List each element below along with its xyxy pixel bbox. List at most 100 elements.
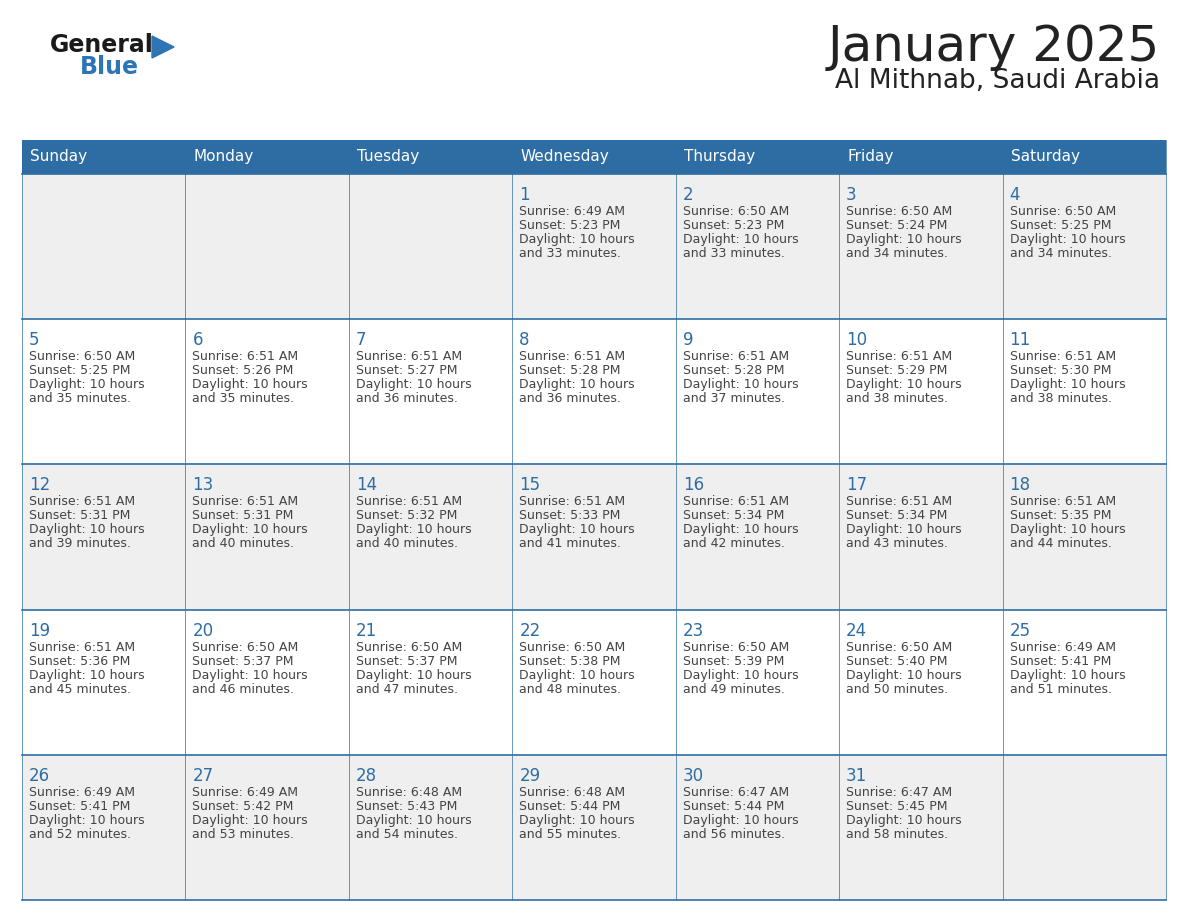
Text: and 34 minutes.: and 34 minutes. [846,247,948,260]
Text: Daylight: 10 hours: Daylight: 10 hours [1010,523,1125,536]
Text: General: General [50,33,154,57]
Text: and 46 minutes.: and 46 minutes. [192,683,295,696]
Text: Daylight: 10 hours: Daylight: 10 hours [519,378,634,391]
Text: Sunset: 5:36 PM: Sunset: 5:36 PM [29,655,131,667]
Text: Sunrise: 6:51 AM: Sunrise: 6:51 AM [519,496,625,509]
Text: Daylight: 10 hours: Daylight: 10 hours [29,813,145,827]
Text: Sunrise: 6:51 AM: Sunrise: 6:51 AM [1010,496,1116,509]
Text: Sunset: 5:26 PM: Sunset: 5:26 PM [192,364,293,377]
Text: 16: 16 [683,476,703,495]
Text: and 40 minutes.: and 40 minutes. [356,537,457,551]
Text: 29: 29 [519,767,541,785]
Text: Sunrise: 6:51 AM: Sunrise: 6:51 AM [356,350,462,364]
Text: and 40 minutes.: and 40 minutes. [192,537,295,551]
Text: Daylight: 10 hours: Daylight: 10 hours [29,523,145,536]
Text: Sunset: 5:28 PM: Sunset: 5:28 PM [683,364,784,377]
Text: Daylight: 10 hours: Daylight: 10 hours [519,813,634,827]
Text: Sunrise: 6:51 AM: Sunrise: 6:51 AM [519,350,625,364]
Text: Sunrise: 6:51 AM: Sunrise: 6:51 AM [192,350,298,364]
Text: Sunrise: 6:48 AM: Sunrise: 6:48 AM [356,786,462,799]
Text: Sunday: Sunday [30,150,87,164]
Text: Sunset: 5:24 PM: Sunset: 5:24 PM [846,219,948,232]
Text: Sunrise: 6:51 AM: Sunrise: 6:51 AM [192,496,298,509]
Text: 5: 5 [29,331,39,349]
Text: Daylight: 10 hours: Daylight: 10 hours [356,523,472,536]
Text: Sunset: 5:34 PM: Sunset: 5:34 PM [846,509,948,522]
Text: Daylight: 10 hours: Daylight: 10 hours [683,668,798,681]
Text: Sunrise: 6:51 AM: Sunrise: 6:51 AM [846,496,953,509]
Text: 25: 25 [1010,621,1031,640]
Text: Wednesday: Wednesday [520,150,609,164]
Text: and 49 minutes.: and 49 minutes. [683,683,784,696]
Text: Daylight: 10 hours: Daylight: 10 hours [29,668,145,681]
Text: Sunset: 5:27 PM: Sunset: 5:27 PM [356,364,457,377]
Text: and 48 minutes.: and 48 minutes. [519,683,621,696]
Text: and 39 minutes.: and 39 minutes. [29,537,131,551]
Text: Sunrise: 6:50 AM: Sunrise: 6:50 AM [683,205,789,218]
Text: and 35 minutes.: and 35 minutes. [192,392,295,405]
Text: Daylight: 10 hours: Daylight: 10 hours [519,668,634,681]
Text: Al Mithnab, Saudi Arabia: Al Mithnab, Saudi Arabia [835,68,1159,94]
Text: 6: 6 [192,331,203,349]
Text: 15: 15 [519,476,541,495]
Text: 20: 20 [192,621,214,640]
Text: Sunset: 5:34 PM: Sunset: 5:34 PM [683,509,784,522]
Text: Sunrise: 6:49 AM: Sunrise: 6:49 AM [519,205,625,218]
Text: and 33 minutes.: and 33 minutes. [683,247,784,260]
Text: Sunrise: 6:50 AM: Sunrise: 6:50 AM [192,641,298,654]
Text: 9: 9 [683,331,694,349]
Text: Daylight: 10 hours: Daylight: 10 hours [519,233,634,246]
Text: 27: 27 [192,767,214,785]
Text: Daylight: 10 hours: Daylight: 10 hours [683,378,798,391]
Text: Sunrise: 6:50 AM: Sunrise: 6:50 AM [519,641,626,654]
Bar [23,755,1165,900]
Text: Sunset: 5:35 PM: Sunset: 5:35 PM [1010,509,1111,522]
Text: Sunrise: 6:50 AM: Sunrise: 6:50 AM [29,350,135,364]
Text: and 34 minutes.: and 34 minutes. [1010,247,1112,260]
Text: Daylight: 10 hours: Daylight: 10 hours [192,378,308,391]
Text: 22: 22 [519,621,541,640]
Text: Daylight: 10 hours: Daylight: 10 hours [192,523,308,536]
Text: Sunrise: 6:50 AM: Sunrise: 6:50 AM [356,641,462,654]
Text: 4: 4 [1010,186,1020,204]
Text: Sunset: 5:45 PM: Sunset: 5:45 PM [846,800,948,812]
Text: Sunset: 5:33 PM: Sunset: 5:33 PM [519,509,620,522]
Text: and 42 minutes.: and 42 minutes. [683,537,784,551]
Text: 23: 23 [683,621,704,640]
Text: Sunset: 5:31 PM: Sunset: 5:31 PM [29,509,131,522]
Text: Sunset: 5:32 PM: Sunset: 5:32 PM [356,509,457,522]
Bar [23,140,1165,174]
Text: Sunset: 5:44 PM: Sunset: 5:44 PM [683,800,784,812]
Bar [23,174,1165,319]
Text: 1: 1 [519,186,530,204]
Text: Sunset: 5:25 PM: Sunset: 5:25 PM [29,364,131,377]
Text: Daylight: 10 hours: Daylight: 10 hours [683,813,798,827]
Text: Sunrise: 6:49 AM: Sunrise: 6:49 AM [192,786,298,799]
Text: Daylight: 10 hours: Daylight: 10 hours [846,523,962,536]
Bar [23,465,1165,610]
Text: Sunrise: 6:51 AM: Sunrise: 6:51 AM [846,350,953,364]
Text: Daylight: 10 hours: Daylight: 10 hours [192,813,308,827]
Text: Daylight: 10 hours: Daylight: 10 hours [846,378,962,391]
Text: Daylight: 10 hours: Daylight: 10 hours [846,668,962,681]
Bar [23,610,1165,755]
Text: and 55 minutes.: and 55 minutes. [519,828,621,841]
Text: Sunset: 5:44 PM: Sunset: 5:44 PM [519,800,620,812]
Text: Daylight: 10 hours: Daylight: 10 hours [1010,668,1125,681]
Text: Sunset: 5:29 PM: Sunset: 5:29 PM [846,364,948,377]
Text: and 53 minutes.: and 53 minutes. [192,828,295,841]
Text: and 44 minutes.: and 44 minutes. [1010,537,1112,551]
Text: Daylight: 10 hours: Daylight: 10 hours [846,813,962,827]
Text: and 47 minutes.: and 47 minutes. [356,683,457,696]
Text: Tuesday: Tuesday [356,150,419,164]
Text: 21: 21 [356,621,377,640]
Text: and 45 minutes.: and 45 minutes. [29,683,131,696]
Text: 26: 26 [29,767,50,785]
Text: Sunset: 5:31 PM: Sunset: 5:31 PM [192,509,293,522]
Text: Sunrise: 6:49 AM: Sunrise: 6:49 AM [1010,641,1116,654]
Text: 19: 19 [29,621,50,640]
Text: and 51 minutes.: and 51 minutes. [1010,683,1112,696]
Text: Sunset: 5:41 PM: Sunset: 5:41 PM [29,800,131,812]
Text: Daylight: 10 hours: Daylight: 10 hours [846,233,962,246]
Text: Monday: Monday [194,150,254,164]
